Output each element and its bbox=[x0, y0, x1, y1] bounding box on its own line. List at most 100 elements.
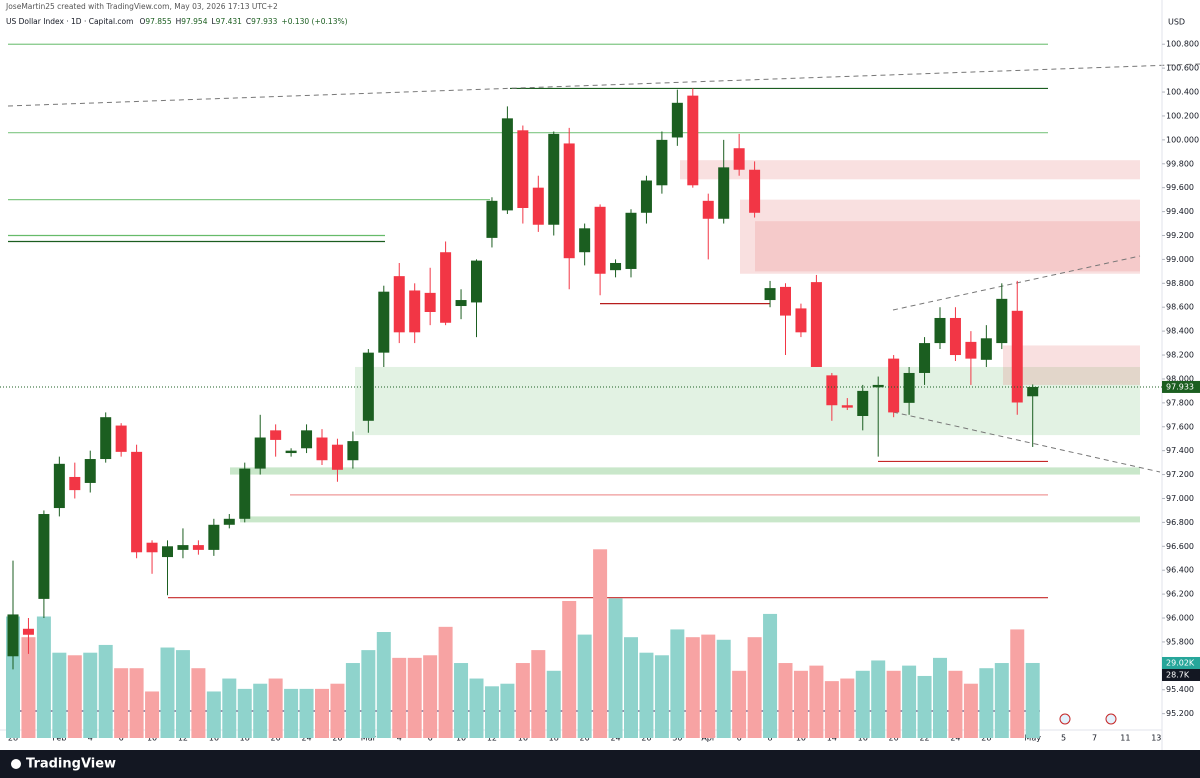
candle-body bbox=[594, 206, 606, 274]
prefix: O bbox=[139, 17, 145, 26]
prefix: C bbox=[246, 17, 251, 26]
candle-body bbox=[1011, 310, 1023, 403]
candle-body bbox=[795, 308, 807, 333]
candle-body bbox=[826, 375, 838, 406]
candle-body bbox=[810, 282, 822, 367]
y-tick-label: 98.000 bbox=[1166, 374, 1194, 383]
candle-body bbox=[687, 95, 699, 186]
volume-bar bbox=[484, 686, 499, 738]
y-tick-label: 97.800 bbox=[1166, 398, 1194, 407]
candle-body bbox=[579, 228, 591, 253]
low-value: 97.431 bbox=[216, 17, 242, 26]
volume-bar bbox=[624, 637, 638, 738]
volume-bar bbox=[284, 688, 299, 738]
volume-bar bbox=[701, 634, 716, 738]
volume-bar bbox=[129, 668, 144, 738]
candle-body bbox=[610, 262, 622, 271]
candle-body bbox=[640, 180, 652, 213]
candle-body bbox=[316, 437, 328, 461]
volume-bar bbox=[1025, 662, 1040, 738]
y-tick-label: 98.600 bbox=[1166, 303, 1194, 312]
volume-bar bbox=[685, 637, 700, 738]
prefix: L bbox=[211, 17, 216, 26]
volume-bar bbox=[577, 634, 592, 738]
volume-badge bbox=[1162, 656, 1200, 669]
volume-bar bbox=[994, 663, 1009, 738]
brand: TradingView bbox=[26, 757, 116, 772]
volume-bar bbox=[423, 655, 438, 738]
volume-bar bbox=[114, 668, 129, 738]
y-tick-label: 97.200 bbox=[1166, 470, 1194, 479]
candle-body bbox=[486, 200, 498, 238]
candle-body bbox=[208, 524, 220, 550]
volume-bar bbox=[917, 675, 932, 738]
price-badge bbox=[1162, 380, 1200, 393]
volume-bar bbox=[948, 670, 963, 738]
y-tick-label: 99.800 bbox=[1166, 159, 1194, 168]
candle-body bbox=[177, 545, 189, 550]
candle-body bbox=[949, 317, 961, 356]
volume-bar bbox=[809, 665, 824, 738]
y-tick-label: 98.800 bbox=[1166, 279, 1194, 288]
volume-bar bbox=[376, 632, 391, 738]
x-tick-label: 11 bbox=[1120, 734, 1130, 743]
candle-body bbox=[919, 343, 931, 373]
volume-bar bbox=[654, 655, 669, 738]
y-tick-label: 100.000 bbox=[1166, 135, 1199, 144]
y-tick-label: 97.600 bbox=[1166, 422, 1194, 431]
credit: JoseMartin25 created with TradingView.co… bbox=[5, 2, 278, 11]
candle-body bbox=[378, 291, 390, 353]
y-tick-label: 100.800 bbox=[1166, 40, 1199, 49]
candle-body bbox=[888, 358, 900, 413]
change: +0.130 (+0.13%) bbox=[281, 17, 347, 26]
volume-bar bbox=[98, 644, 113, 738]
candle-body bbox=[162, 546, 173, 558]
volume-bar bbox=[36, 616, 51, 738]
y-tick-label: 96.400 bbox=[1166, 566, 1194, 575]
event-icon bbox=[1105, 713, 1117, 725]
y-tick-label: 95.200 bbox=[1166, 709, 1194, 718]
volume-bar bbox=[299, 688, 314, 738]
zone bbox=[240, 516, 1140, 523]
candle-body bbox=[331, 444, 343, 470]
volume-bar bbox=[407, 657, 422, 738]
y-tick-label: 96.600 bbox=[1166, 542, 1194, 551]
y-tick-label: 95.800 bbox=[1166, 637, 1194, 646]
event-icon bbox=[1059, 713, 1071, 725]
volume-bar bbox=[345, 663, 360, 738]
volume-bar bbox=[639, 652, 654, 738]
candle-body bbox=[548, 133, 560, 225]
zone bbox=[740, 199, 1140, 274]
volume-bar bbox=[237, 688, 252, 738]
candle-body bbox=[223, 518, 235, 525]
candle-body bbox=[53, 463, 65, 509]
candle-body bbox=[625, 212, 637, 269]
candle-body bbox=[517, 130, 529, 208]
y-tick-label: 99.000 bbox=[1166, 255, 1194, 264]
footer bbox=[0, 750, 1200, 778]
candle-body bbox=[702, 200, 714, 219]
y-tick-label: 97.000 bbox=[1166, 494, 1194, 503]
y-tick-label: 100.400 bbox=[1166, 88, 1199, 97]
trend-line bbox=[892, 255, 1141, 311]
candle-body bbox=[996, 298, 1008, 344]
x-tick-label: 13 bbox=[1151, 734, 1161, 743]
candle-body bbox=[146, 542, 158, 553]
y-tick-label: 97.400 bbox=[1166, 446, 1194, 455]
candle-body bbox=[115, 425, 127, 452]
y-tick-label: 99.200 bbox=[1166, 231, 1194, 240]
volume-bar bbox=[222, 678, 237, 738]
y-tick-label: 96.800 bbox=[1166, 518, 1194, 527]
volume-bar bbox=[191, 668, 206, 738]
volume-bar bbox=[21, 637, 36, 738]
y-tick-label: 98.400 bbox=[1166, 327, 1194, 336]
candle-body bbox=[131, 451, 143, 553]
candle-body bbox=[455, 300, 467, 307]
y-tick-label: 98.200 bbox=[1166, 351, 1194, 360]
volume-bar bbox=[546, 670, 561, 738]
zone bbox=[230, 467, 1140, 475]
candle-body bbox=[38, 514, 50, 599]
candle-body bbox=[841, 405, 853, 408]
volume-bar bbox=[145, 691, 160, 738]
